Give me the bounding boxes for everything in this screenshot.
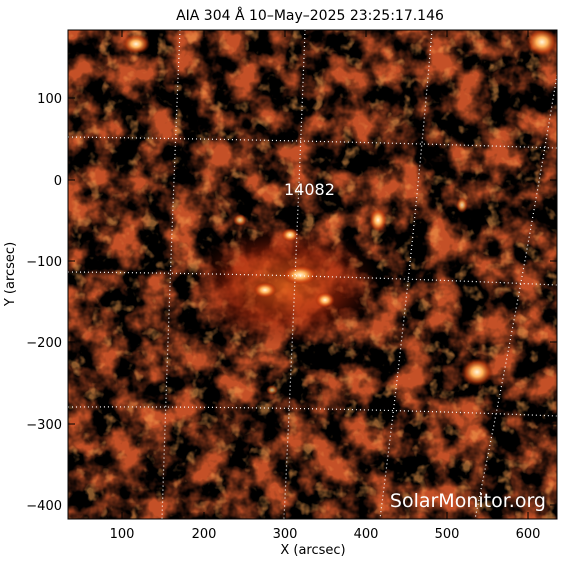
y-tick-label: −200 <box>26 336 62 351</box>
x-tick-label: 500 <box>435 527 460 542</box>
plot-frame <box>67 29 558 520</box>
solar-image: 14082 SolarMonitor.org <box>68 30 557 519</box>
y-tick-label: 100 <box>37 92 62 107</box>
active-region-14082 <box>190 208 387 345</box>
watermark: SolarMonitor.org <box>390 490 546 512</box>
x-axis-label: X (arcsec) <box>280 543 345 558</box>
region-label: 14082 <box>284 180 335 199</box>
y-tick-label: 0 <box>54 174 62 189</box>
x-tick-label: 600 <box>516 527 541 542</box>
x-tick-label: 300 <box>273 527 298 542</box>
x-tick-labels: 100 200 300 400 500 600 <box>110 527 541 542</box>
y-tick-labels: 100 0 −100 −200 −300 −400 <box>26 92 62 514</box>
x-tick-label: 100 <box>110 527 135 542</box>
y-tick-label: −300 <box>26 418 62 433</box>
bright-plage <box>122 30 557 395</box>
x-tick-label: 200 <box>192 527 217 542</box>
y-tick-label: −400 <box>26 499 62 514</box>
x-axis <box>121 30 529 519</box>
x-tick-label: 400 <box>354 527 379 542</box>
y-tick-label: −100 <box>26 255 62 270</box>
figure-title: AIA 304 Å 10–May–2025 23:25:17.146 <box>176 7 444 24</box>
y-axis-label: Y (arcsec) <box>3 242 18 307</box>
y-axis <box>68 97 557 506</box>
